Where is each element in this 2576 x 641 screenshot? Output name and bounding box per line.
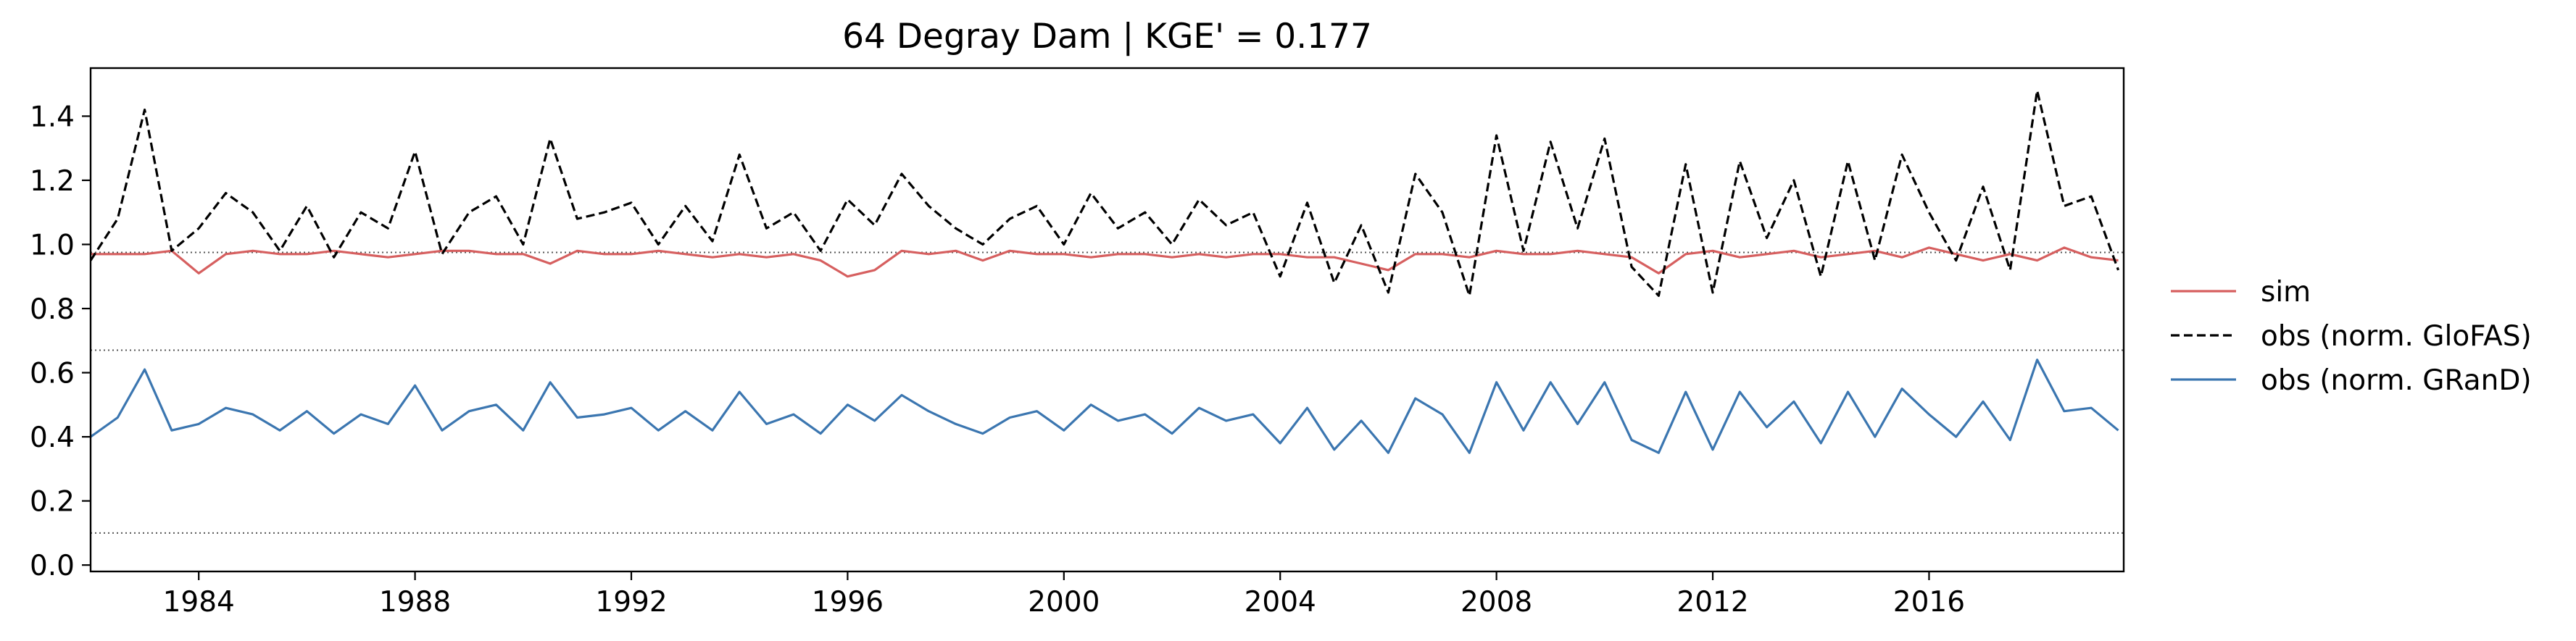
y-tick-label: 1.4 [30, 101, 75, 133]
legend: sim obs (norm. GloFAS) obs (norm. GRanD) [2171, 276, 2532, 397]
y-tick-label: 0.4 [30, 422, 75, 454]
x-tick-label: 2008 [1461, 586, 1532, 619]
legend-label-2: obs (norm. GloFAS) [2261, 320, 2532, 353]
axes-frame [89, 67, 2125, 573]
series-line-1 [91, 246, 2119, 278]
y-tick-label: 0.6 [30, 358, 75, 390]
legend-label-1: sim [2261, 276, 2311, 309]
x-tick-label: 1988 [379, 586, 451, 619]
y-tick-label: 1.2 [30, 165, 75, 198]
x-tick-label: 2016 [1893, 586, 1965, 619]
y-tick-label: 1.0 [30, 229, 75, 261]
y-tick-label: 0.2 [30, 486, 75, 519]
series-group [91, 89, 2120, 454]
x-tick-label: 1984 [163, 586, 235, 619]
series-line-2 [91, 89, 2120, 297]
legend-label-3: obs (norm. GRanD) [2261, 364, 2532, 397]
x-tick-label: 2004 [1245, 586, 1316, 619]
x-tick-label: 2012 [1677, 586, 1748, 619]
x-tick-label: 1996 [812, 586, 884, 619]
plot-area: 0.0 0.2 0.4 0.6 0.8 1.0 1.2 1.4 1984 1988 1992 1996… [30, 67, 2125, 619]
x-tick-label: 2000 [1028, 586, 1100, 619]
series-line-3 [91, 359, 2119, 454]
chart-title: 64 Degray Dam | KGE' = 0.177 [842, 17, 1372, 56]
y-tick-label: 0.8 [30, 293, 75, 326]
y-tick-label: 0.0 [30, 550, 75, 582]
x-tick-label: 1992 [595, 586, 667, 619]
